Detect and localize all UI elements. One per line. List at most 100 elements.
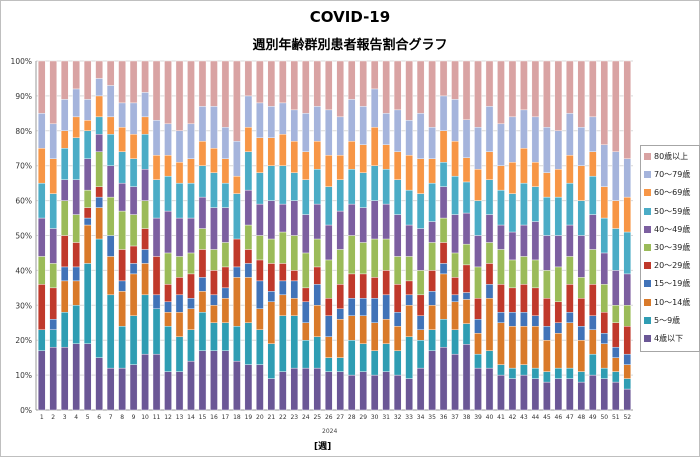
x-tick-label: 1 [40, 414, 44, 421]
bar-segment [279, 294, 287, 316]
bar-segment [497, 224, 505, 250]
bar-segment [129, 102, 138, 135]
bar-segment [83, 343, 92, 411]
bar-segment [164, 155, 172, 177]
bar-segment [256, 259, 264, 282]
bar-segment [72, 280, 80, 306]
bar-segment [118, 210, 126, 250]
bar-segment [37, 284, 46, 330]
bar-segment [382, 371, 390, 411]
bar-segment [152, 294, 161, 309]
bar-segment [370, 200, 379, 240]
bar-segment [60, 60, 69, 100]
bar-segment [359, 172, 367, 208]
bar-segment [175, 336, 184, 372]
bar-segment [405, 280, 413, 296]
bar-segment [152, 308, 161, 355]
bar-segment [313, 266, 322, 285]
bar-segment [451, 329, 459, 355]
bar-segment [566, 60, 574, 114]
bar-segment [325, 336, 333, 358]
bar-segment [152, 120, 161, 156]
bar-segment [244, 322, 253, 365]
bar-segment [462, 264, 471, 293]
bar-segment [382, 168, 390, 205]
y-tick-label: 90% [15, 92, 32, 101]
legend-label: 60～69歳 [654, 188, 691, 198]
legend-item: 50～59歳 [644, 206, 690, 217]
y-tick-label: 70% [15, 162, 32, 171]
bar-segment [37, 256, 46, 285]
bar-segment [60, 200, 69, 236]
bar-segment [164, 175, 172, 212]
bar-segment [83, 120, 92, 132]
y-tick-label: 30% [15, 301, 32, 310]
bar-segment [279, 102, 287, 135]
legend-label: 4歳以下 [654, 334, 684, 343]
bar-segment [164, 252, 172, 285]
bar-segment [118, 249, 126, 282]
x-axis-label: [週] [314, 442, 332, 452]
bar-segment [233, 326, 241, 362]
bar-segment [462, 299, 471, 324]
bar-segment [439, 95, 448, 132]
legend-swatch [644, 171, 651, 179]
bar-segment [37, 217, 46, 257]
bar-segment [623, 388, 632, 411]
bar-segment [198, 141, 207, 166]
bar-segment [279, 371, 287, 411]
bar-segment [302, 301, 310, 323]
bar-segment [451, 99, 459, 142]
bar-segment [370, 127, 379, 166]
bar-segment [600, 378, 609, 411]
bar-segment [83, 99, 92, 121]
bar-segment [462, 212, 471, 245]
bar-segment [359, 144, 367, 173]
x-tick-label: 2 [51, 414, 55, 421]
bar-segment [129, 245, 138, 264]
bar-segment [405, 120, 413, 156]
bar-segment [485, 263, 494, 285]
bar-segment [279, 231, 287, 264]
bar-segment [267, 301, 276, 344]
bar-segment [416, 60, 425, 114]
bar-segment [600, 333, 609, 344]
bar-segment [210, 322, 218, 351]
bar-segment [106, 116, 115, 135]
bar-segment [531, 60, 540, 118]
bar-segment [554, 333, 563, 369]
bar-segment [623, 364, 632, 379]
bar-segment [474, 298, 482, 320]
bar-segment [612, 357, 620, 372]
bar-segment [393, 214, 402, 257]
bar-segment [405, 224, 413, 257]
x-tick-label: 18 [233, 414, 241, 421]
bar-segment [49, 60, 57, 125]
bar-segment [497, 364, 505, 376]
bar-segment [543, 127, 551, 173]
x-tick-label: 49 [589, 414, 597, 421]
bar-segment [554, 60, 563, 132]
bar-segment [302, 214, 310, 254]
bar-segment [267, 291, 276, 303]
bar-segment [566, 224, 574, 257]
bar-segment [267, 343, 276, 379]
bar-segment [267, 263, 276, 292]
bar-segment [129, 214, 138, 247]
bar-segment [279, 280, 287, 296]
bar-segment [577, 326, 586, 341]
bar-segment [439, 242, 448, 264]
bar-segment [164, 123, 172, 156]
bar-segment [279, 203, 287, 233]
bar-segment [554, 322, 563, 334]
bar-segment [302, 322, 310, 341]
bar-segment [623, 196, 632, 233]
bar-segment [393, 109, 402, 152]
bar-segment [382, 294, 390, 320]
bar-segment [370, 374, 379, 411]
bar-segment [428, 350, 436, 411]
bar-segment [210, 106, 218, 149]
bar-segment [313, 238, 322, 268]
bar-segment [623, 378, 632, 390]
bar-segment [313, 106, 322, 142]
